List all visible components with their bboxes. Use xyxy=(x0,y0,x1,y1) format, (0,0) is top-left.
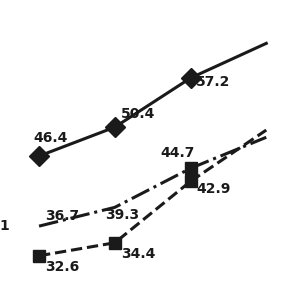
Text: 44.7: 44.7 xyxy=(160,146,194,160)
Text: 46.4: 46.4 xyxy=(33,131,67,145)
Text: 1: 1 xyxy=(0,219,10,233)
Text: 32.6: 32.6 xyxy=(45,260,79,274)
Text: 34.4: 34.4 xyxy=(121,247,155,261)
Text: 57.2: 57.2 xyxy=(196,75,230,89)
Text: 39.3: 39.3 xyxy=(105,208,139,222)
Text: 36.7: 36.7 xyxy=(45,209,79,223)
Text: 50.4: 50.4 xyxy=(121,108,155,121)
Text: 42.9: 42.9 xyxy=(197,182,231,196)
